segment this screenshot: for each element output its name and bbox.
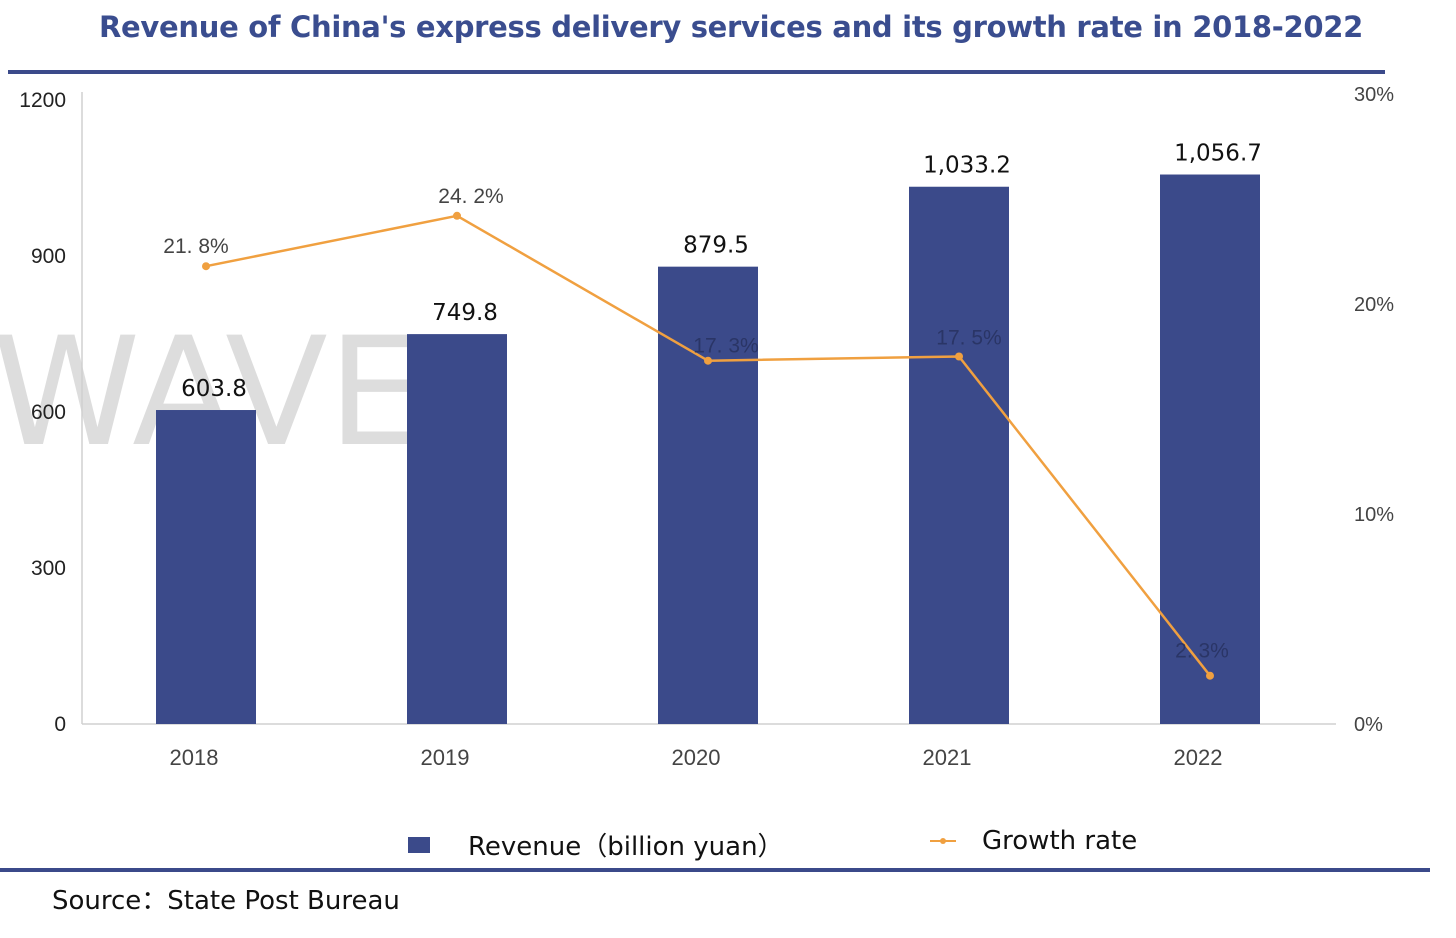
y-right-tick-label: 20% [1354, 294, 1394, 316]
x-tick-label: 2021 [923, 745, 972, 770]
title-divider [8, 70, 1385, 74]
y-right-tick-label: 30% [1354, 84, 1394, 106]
y-left-tick-label: 1200 [19, 89, 66, 112]
source-note: Source：State Post Bureau [52, 886, 400, 916]
x-tick-label: 2022 [1174, 745, 1223, 770]
y-left-tick-label: 0 [54, 713, 66, 736]
y-right-tick-label: 10% [1354, 504, 1394, 526]
x-tick-label: 2018 [170, 745, 219, 770]
legend-label-growth-rate: Growth rate [982, 826, 1138, 856]
legend-label-revenue: Revenue（billion yuan） [468, 832, 784, 862]
legend-swatch-growth-rate [930, 833, 956, 849]
legend-item-growth-rate: Growth rate [930, 826, 1137, 856]
footer-divider [0, 868, 1430, 872]
line-data-label: 17. 5% [936, 327, 1001, 350]
legend-item-revenue: Revenue（billion yuan） [408, 826, 784, 863]
line-point-growth-rate [453, 211, 461, 220]
bar-revenue [909, 186, 1009, 725]
bar-data-label: 603.8 [181, 376, 247, 402]
legend-swatch-revenue [408, 836, 430, 853]
chart-title: Revenue of China's express delivery serv… [99, 10, 1363, 44]
line-point-growth-rate [1206, 671, 1214, 680]
line-point-growth-rate [202, 262, 210, 271]
line-data-label: 17. 3% [693, 335, 758, 358]
bar-revenue [156, 410, 256, 724]
bar-data-label: 879.5 [683, 233, 749, 259]
line-point-growth-rate [704, 356, 712, 365]
y-left-tick-label: 900 [31, 245, 66, 268]
bar-revenue [407, 334, 507, 724]
x-tick-label: 2019 [421, 745, 470, 770]
line-point-growth-rate [955, 352, 963, 361]
line-data-label: 21. 8% [163, 235, 228, 258]
bar-data-label: 749.8 [432, 300, 498, 326]
y-right-tick-label: 0% [1354, 714, 1383, 736]
bar-data-label: 1,056.7 [1174, 141, 1262, 167]
y-left-tick-label: 300 [31, 557, 66, 580]
y-left-tick-label: 600 [31, 401, 66, 424]
line-data-label: 24. 2% [438, 185, 503, 208]
line-data-label: 2. 3% [1175, 640, 1229, 663]
x-tick-label: 2020 [672, 745, 721, 770]
bar-data-label: 1,033.2 [923, 153, 1011, 179]
